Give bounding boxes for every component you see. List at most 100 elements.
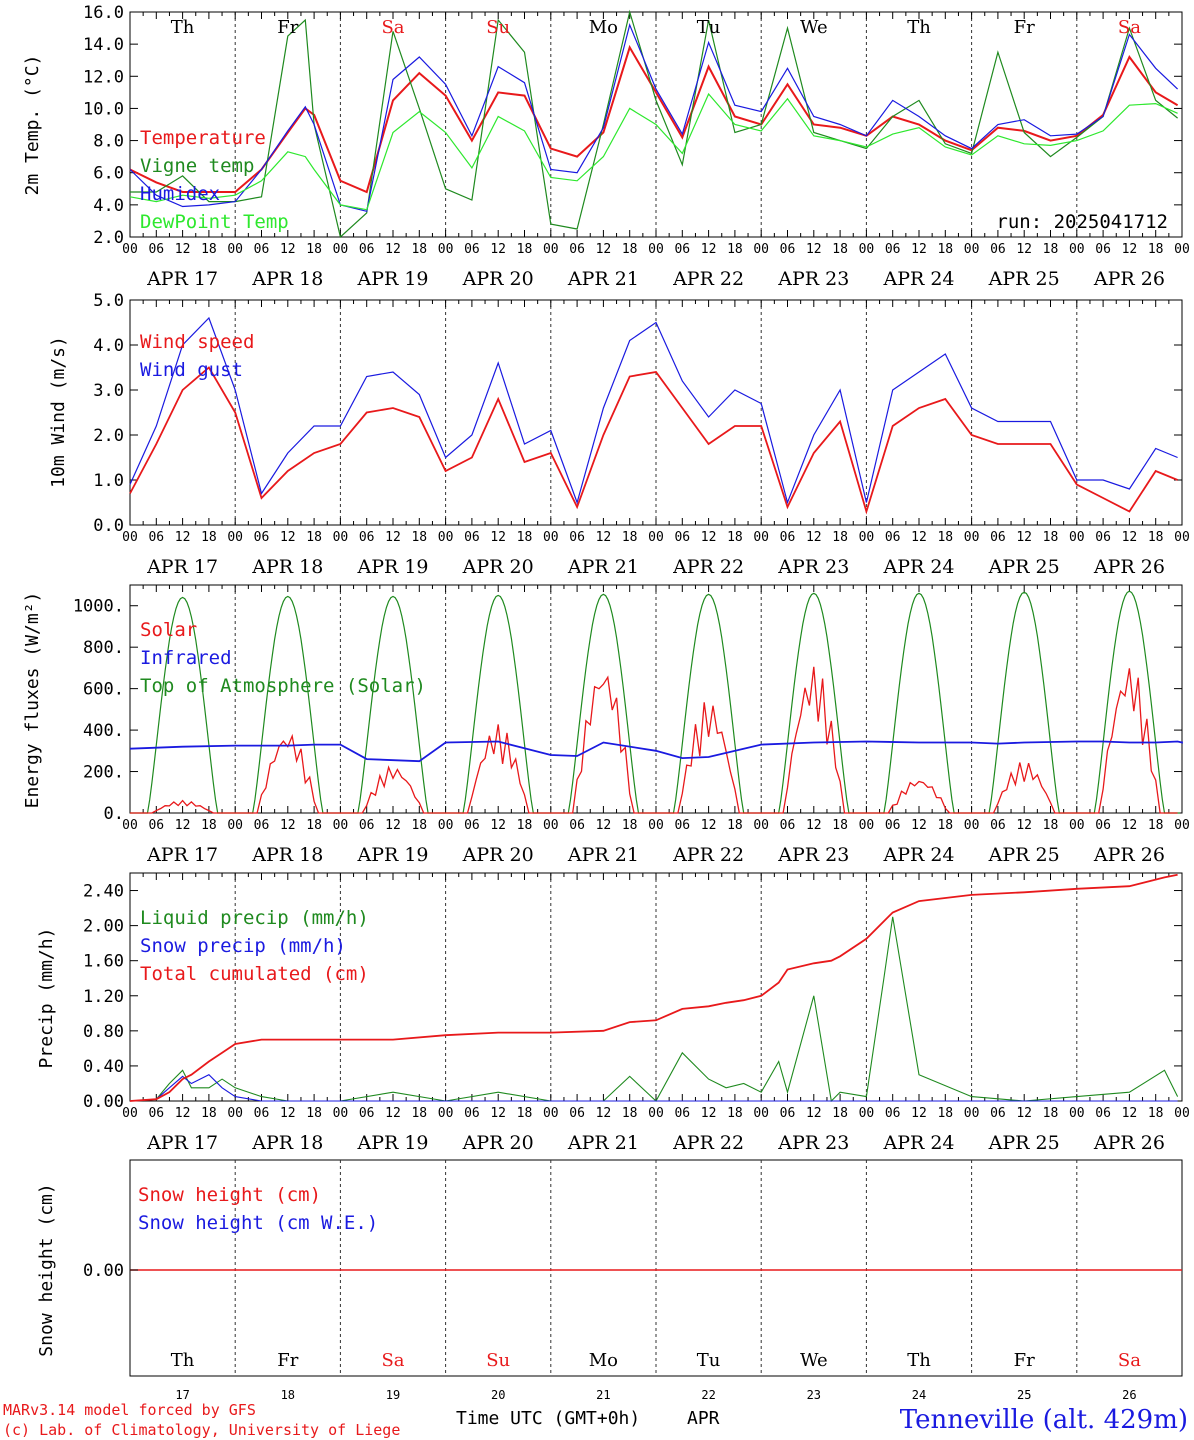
- x-tick-label: 12: [385, 818, 401, 833]
- x-tick-label: 06: [359, 1106, 375, 1121]
- date-label: APR 21: [567, 844, 639, 866]
- legend-infrared: Infrared: [140, 647, 232, 669]
- x-tick-label: 00: [964, 530, 980, 545]
- x-tick-label: 06: [780, 530, 796, 545]
- day-number: 26: [1122, 1388, 1136, 1402]
- x-tick-label: 12: [596, 818, 612, 833]
- x-tick-label: 00: [964, 242, 980, 257]
- x-tick-label: 00: [227, 818, 243, 833]
- y-tick-label: 2.40: [83, 882, 124, 902]
- x-tick-label: 06: [1095, 1106, 1111, 1121]
- series-solar: [130, 666, 1178, 814]
- x-tick-label: 18: [201, 1106, 217, 1121]
- x-tick-label: 06: [464, 530, 480, 545]
- x-tick-label: 12: [490, 242, 506, 257]
- x-tick-label: 00: [648, 1106, 664, 1121]
- x-tick-label: 18: [306, 530, 322, 545]
- panel-frame-1: [129, 299, 1183, 526]
- x-tick-label: 00: [122, 1106, 138, 1121]
- y-tick-label: 1000.: [73, 597, 124, 617]
- x-tick-label: 06: [148, 242, 164, 257]
- x-tick-label: 06: [780, 1106, 796, 1121]
- legend-total-cumulated-cm-: Total cumulated (cm): [140, 963, 369, 985]
- x-tick-label: 18: [727, 818, 743, 833]
- x-tick-label: 12: [490, 530, 506, 545]
- x-tick-label: 12: [806, 818, 822, 833]
- x-tick-label: 18: [411, 530, 427, 545]
- date-label: APR 18: [251, 1132, 323, 1154]
- legend-solar: Solar: [140, 619, 197, 641]
- x-tick-label: 00: [753, 530, 769, 545]
- y-tick-label: 2.0: [93, 426, 124, 446]
- x-tick-label: 00: [438, 242, 454, 257]
- x-tick-label: 00: [122, 242, 138, 257]
- date-label: APR 24: [882, 268, 954, 290]
- x-tick-label: 00: [648, 530, 664, 545]
- date-label: APR 20: [462, 1132, 534, 1154]
- x-tick-label: 06: [148, 818, 164, 833]
- x-tick-label: 06: [990, 242, 1006, 257]
- x-tick-label: 18: [937, 242, 953, 257]
- date-label: APR 24: [882, 844, 954, 866]
- series-dewpoint-temp: [129, 92, 1178, 211]
- x-tick-label: 06: [780, 242, 796, 257]
- date-label: APR 20: [462, 556, 534, 578]
- x-tick-label: 18: [832, 242, 848, 257]
- date-label: APR 23: [777, 556, 849, 578]
- date-label: APR 22: [672, 844, 744, 866]
- date-label: APR 26: [1093, 844, 1165, 866]
- x-tick-label: 12: [1016, 242, 1032, 257]
- y-tick-label: 3.0: [93, 381, 124, 401]
- x-tick-label: 00: [753, 242, 769, 257]
- legend-temperature: Temperature: [140, 127, 266, 149]
- x-tick-label: 06: [1095, 818, 1111, 833]
- weekday-label: Th: [907, 17, 931, 38]
- date-label: APR 19: [356, 556, 428, 578]
- x-tick-label: 00: [648, 242, 664, 257]
- x-tick-label: 06: [1095, 530, 1111, 545]
- x-tick-label: 06: [464, 818, 480, 833]
- x-tick-label: 18: [727, 1106, 743, 1121]
- x-tick-label: 06: [885, 242, 901, 257]
- date-label: APR 23: [777, 1132, 849, 1154]
- weekday-label: Su: [486, 17, 510, 38]
- legend-snow-precip-mm-h-: Snow precip (mm/h): [140, 935, 346, 957]
- x-tick-label: 00: [438, 1106, 454, 1121]
- x-tick-label: 12: [175, 1106, 191, 1121]
- date-label: APR 19: [356, 1132, 428, 1154]
- x-tick-label: 00: [227, 242, 243, 257]
- x-tick-label: 18: [201, 530, 217, 545]
- x-tick-label: 18: [1148, 530, 1164, 545]
- x-axis-label: Time UTC (GMT+0h): [456, 1408, 640, 1429]
- x-tick-label: 18: [1043, 818, 1059, 833]
- date-label: APR 25: [988, 268, 1060, 290]
- date-label: APR 17: [146, 268, 218, 290]
- x-tick-label: 18: [937, 530, 953, 545]
- x-tick-label: 12: [385, 1106, 401, 1121]
- x-tick-label: 18: [517, 1106, 533, 1121]
- y-tick-label: 0.80: [83, 1022, 124, 1042]
- date-label: APR 17: [146, 1132, 218, 1154]
- y-tick-label: 6.0: [93, 164, 124, 184]
- x-tick-label: 06: [885, 1106, 901, 1121]
- legend-snow-height-cm-w-e-: Snow height (cm W.E.): [138, 1212, 378, 1234]
- y-tick-label: 16.0: [83, 3, 124, 23]
- x-tick-label: 06: [569, 530, 585, 545]
- weekday-label: Mo: [589, 1350, 618, 1371]
- x-tick-label: 06: [254, 818, 270, 833]
- y-axis-label: 10m Wind (m/s): [48, 336, 69, 488]
- x-tick-label: 12: [911, 530, 927, 545]
- x-tick-label: 06: [359, 530, 375, 545]
- x-tick-label: 12: [385, 530, 401, 545]
- x-tick-label: 18: [622, 1106, 638, 1121]
- x-tick-label: 12: [701, 818, 717, 833]
- y-tick-label: 2.00: [83, 917, 124, 937]
- x-tick-label: 00: [1069, 1106, 1085, 1121]
- x-tick-label: 18: [1043, 530, 1059, 545]
- x-tick-label: 12: [1122, 818, 1138, 833]
- x-tick-label: 06: [990, 530, 1006, 545]
- x-tick-label: 00: [753, 1106, 769, 1121]
- legend-liquid-precip-mm-h-: Liquid precip (mm/h): [140, 907, 369, 929]
- x-tick-label: 12: [806, 1106, 822, 1121]
- x-tick-label: 06: [569, 818, 585, 833]
